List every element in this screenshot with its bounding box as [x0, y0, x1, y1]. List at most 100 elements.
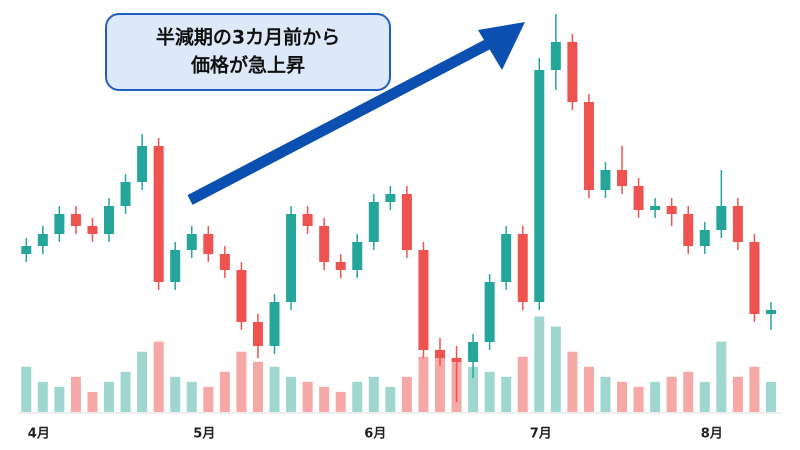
volume-bar: [385, 386, 396, 412]
candle-body: [732, 206, 743, 242]
candle-body: [37, 234, 48, 246]
candle-body: [633, 186, 644, 210]
candle-body: [236, 270, 247, 322]
candle-body: [186, 234, 197, 250]
volume-bar: [650, 381, 661, 412]
candle-body: [153, 146, 164, 282]
candle-body: [501, 234, 512, 282]
volume-bar: [170, 376, 181, 412]
volume-bar: [153, 341, 164, 412]
volume-bar: [716, 341, 727, 412]
volume-bar: [534, 316, 545, 412]
volume-bar: [21, 366, 32, 412]
volume-bar: [335, 391, 346, 412]
candle-body: [368, 202, 379, 242]
annotation-line: 半減期の3カ月前から: [156, 26, 340, 49]
volume-bar: [319, 386, 330, 412]
volume-bar: [434, 351, 445, 412]
candle-body: [550, 42, 561, 70]
volume-bar: [484, 371, 495, 412]
volume-bar: [87, 391, 98, 412]
candle-body: [269, 302, 280, 346]
x-tick-label: 8月: [701, 427, 723, 442]
plot-area: [21, 14, 776, 412]
candle-body: [600, 170, 611, 190]
candle-body: [434, 350, 445, 358]
volume-bar: [352, 381, 363, 412]
candle-body: [170, 250, 181, 282]
candle-body: [484, 282, 495, 342]
candle-body: [468, 342, 479, 362]
candle-body: [54, 214, 65, 234]
volume-bar: [749, 366, 760, 412]
candle-body: [335, 262, 346, 270]
volume-bar: [501, 376, 512, 412]
candle-body: [104, 206, 115, 234]
candle-body: [203, 234, 214, 254]
x-tick-label: 4月: [28, 427, 50, 442]
volume-bar: [765, 381, 776, 412]
candle-body: [385, 194, 396, 202]
volume-bar: [468, 366, 479, 412]
candle-body: [583, 102, 594, 190]
volume-bar: [286, 376, 297, 412]
volume-bar: [633, 386, 644, 412]
volume-bar: [683, 371, 694, 412]
volume-bar: [252, 361, 263, 412]
candle-body: [252, 322, 263, 346]
volume-bar: [583, 366, 594, 412]
volume-bar: [600, 376, 611, 412]
candle-body: [567, 42, 578, 102]
volume-bar: [236, 351, 247, 412]
volume-bar: [699, 381, 710, 412]
volume-bar: [186, 381, 197, 412]
volume-bar: [137, 351, 148, 412]
volume-bar: [368, 376, 379, 412]
volume-bar: [732, 376, 743, 412]
candle-body: [749, 242, 760, 314]
volume-bar: [567, 351, 578, 412]
volume-bar: [269, 366, 280, 412]
volume-bar: [401, 376, 412, 412]
candle-body: [418, 250, 429, 350]
candle-body: [219, 254, 230, 270]
volume-bar: [550, 326, 561, 412]
volume-bar: [37, 381, 48, 412]
candle-body: [87, 226, 98, 234]
candle-body: [120, 182, 131, 206]
arrow-head: [478, 22, 525, 70]
candle-body: [451, 358, 462, 362]
arrow-shaft: [187, 37, 495, 205]
candle-body: [617, 170, 628, 186]
candle-body: [716, 206, 727, 230]
volume-bar: [617, 381, 628, 412]
candle-body: [666, 206, 677, 214]
candle-body: [302, 214, 313, 226]
volume-bar: [120, 371, 131, 412]
candle-body: [699, 230, 710, 246]
volume-bar: [104, 381, 115, 412]
candle-body: [352, 242, 363, 270]
volume-bar: [666, 376, 677, 412]
candle-body: [534, 70, 545, 302]
volume-bar: [517, 356, 528, 412]
volume-bar: [302, 381, 313, 412]
volume-bar: [203, 386, 214, 412]
candle-body: [517, 234, 528, 302]
candle-body: [286, 214, 297, 302]
x-tick-label: 7月: [530, 427, 552, 442]
candle-body: [683, 214, 694, 246]
candle-body: [21, 246, 32, 254]
volume-bar: [54, 386, 65, 412]
annotation-box: [105, 13, 391, 91]
volume-bar: [70, 376, 81, 412]
candle-body: [650, 206, 661, 210]
x-tick-label: 6月: [364, 427, 386, 442]
candle-body: [765, 310, 776, 314]
volume-bar: [219, 371, 230, 412]
candle-body: [319, 226, 330, 262]
annotation-line: 価格が急上昇: [190, 54, 305, 77]
x-tick-label: 5月: [193, 427, 215, 442]
candle-body: [137, 146, 148, 182]
